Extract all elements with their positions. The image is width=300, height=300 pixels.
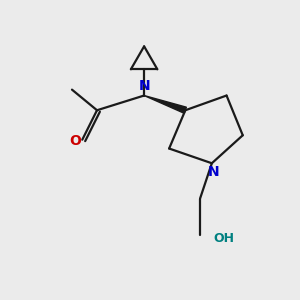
- Text: N: N: [208, 165, 219, 179]
- Text: N: N: [138, 79, 150, 93]
- Text: O: O: [69, 134, 81, 148]
- Polygon shape: [144, 95, 186, 113]
- Text: OH: OH: [213, 232, 234, 245]
